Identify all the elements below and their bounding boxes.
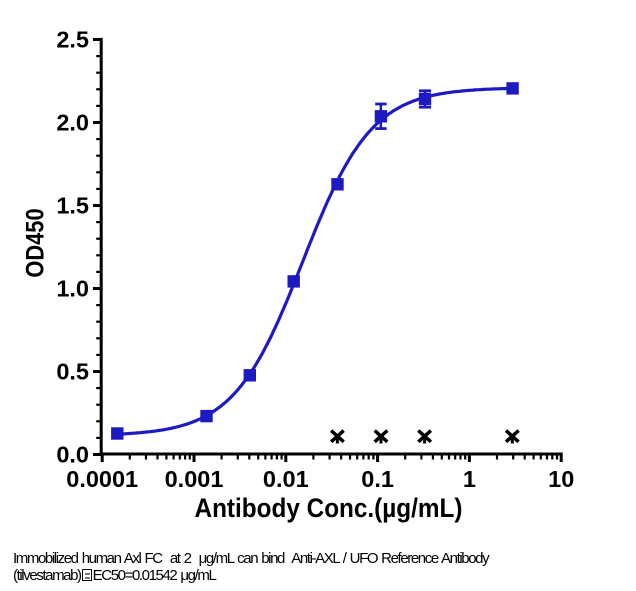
svg-text:10: 10 bbox=[548, 466, 574, 492]
svg-text:0.1: 0.1 bbox=[361, 466, 394, 492]
svg-text:0.0: 0.0 bbox=[56, 442, 89, 468]
svg-text:1: 1 bbox=[463, 466, 476, 492]
svg-text:1.5: 1.5 bbox=[56, 193, 89, 219]
svg-text:0.001: 0.001 bbox=[165, 466, 224, 492]
svg-text:2.5: 2.5 bbox=[56, 27, 89, 53]
svg-text:0.01: 0.01 bbox=[263, 466, 309, 492]
svg-text:0.5: 0.5 bbox=[56, 359, 89, 385]
svg-text:0.0001: 0.0001 bbox=[66, 466, 138, 492]
svg-text:Antibody Conc.(µg/mL): Antibody Conc.(µg/mL) bbox=[195, 493, 463, 523]
svg-text:OD450: OD450 bbox=[21, 208, 49, 277]
svg-text:1.0: 1.0 bbox=[56, 276, 89, 302]
svg-text:2.0: 2.0 bbox=[56, 110, 89, 136]
